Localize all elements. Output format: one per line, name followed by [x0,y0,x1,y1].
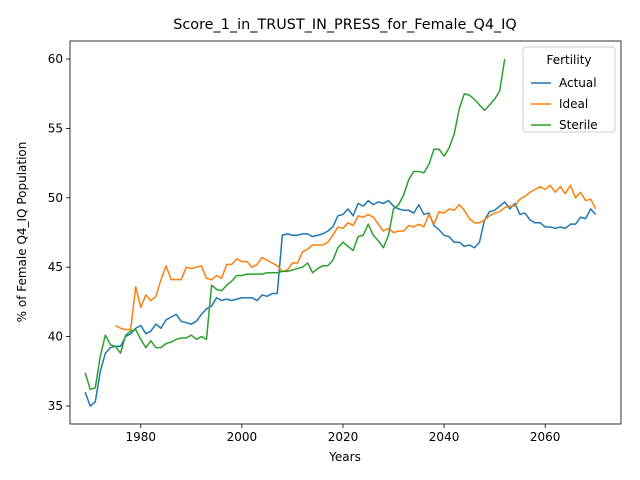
y-axis: 35 40 45 50 55 60 [48,52,70,413]
y-axis-label: % of Female Q4_IQ Population [15,142,29,323]
legend: Fertility Actual Ideal Sterile [522,46,616,133]
legend-label-actual: Actual [559,76,597,90]
x-axis-label: Years [328,450,361,464]
x-tick-label: 2040 [429,430,460,444]
legend-box [522,46,616,133]
legend-title: Fertility [546,53,591,67]
series-line-sterile [84,58,506,391]
legend-items: Actual Ideal Sterile [531,76,598,132]
y-tick-label: 40 [48,330,63,344]
legend-label-sterile: Sterile [559,118,598,132]
x-axis: 1980 2000 2020 2040 2060 [125,424,560,444]
series-layer [84,58,597,407]
y-tick-label: 55 [48,121,63,135]
y-tick-label: 60 [48,52,63,66]
chart-title: Score_1_in_TRUST_IN_PRESS_for_Female_Q4_… [173,17,517,33]
x-tick-label: 2000 [227,430,258,444]
plot-area [69,40,622,425]
series-line-ideal [115,184,597,331]
x-tick-label: 1980 [125,430,156,444]
x-tick-label: 2060 [530,430,561,444]
plot-frame [69,40,622,425]
y-tick-label: 50 [48,191,63,205]
y-tick-label: 45 [48,260,63,274]
x-tick-label: 2020 [328,430,359,444]
legend-label-ideal: Ideal [559,97,588,111]
series-line-actual [84,199,597,407]
y-tick-label: 35 [48,399,63,413]
